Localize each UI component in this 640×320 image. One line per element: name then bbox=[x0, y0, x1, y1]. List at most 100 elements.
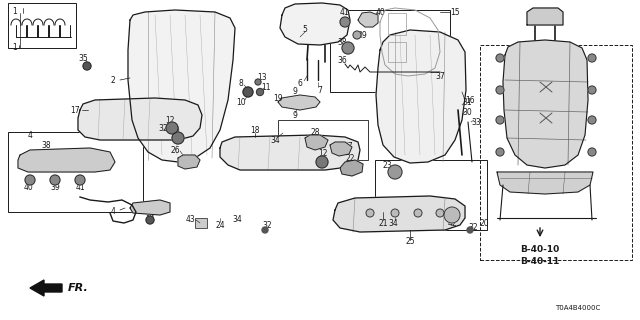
Text: 26: 26 bbox=[170, 146, 180, 155]
Circle shape bbox=[588, 54, 596, 62]
Text: FR.: FR. bbox=[68, 283, 89, 293]
Text: 15: 15 bbox=[450, 7, 460, 17]
Polygon shape bbox=[376, 30, 466, 163]
Text: 2: 2 bbox=[111, 76, 115, 84]
Text: 32: 32 bbox=[158, 124, 168, 132]
Circle shape bbox=[588, 148, 596, 156]
Text: 32: 32 bbox=[468, 222, 478, 231]
Text: 12: 12 bbox=[318, 148, 328, 157]
Circle shape bbox=[496, 54, 504, 62]
Text: 1: 1 bbox=[13, 43, 17, 52]
Circle shape bbox=[496, 86, 504, 94]
Text: 31: 31 bbox=[462, 98, 472, 107]
Polygon shape bbox=[333, 196, 465, 232]
Polygon shape bbox=[178, 155, 200, 169]
Text: 38: 38 bbox=[41, 140, 51, 149]
Bar bbox=[388, 13, 406, 35]
Text: 20: 20 bbox=[479, 219, 489, 228]
Text: 37: 37 bbox=[435, 71, 445, 81]
Polygon shape bbox=[280, 3, 350, 45]
Polygon shape bbox=[278, 95, 320, 110]
Circle shape bbox=[340, 17, 350, 27]
Text: 34: 34 bbox=[232, 215, 242, 225]
Circle shape bbox=[588, 116, 596, 124]
Text: 16: 16 bbox=[465, 95, 475, 105]
Circle shape bbox=[172, 132, 184, 144]
Text: 24: 24 bbox=[215, 220, 225, 229]
Text: 7: 7 bbox=[317, 85, 323, 94]
Circle shape bbox=[25, 175, 35, 185]
Text: 39: 39 bbox=[357, 30, 367, 39]
Text: 10: 10 bbox=[236, 98, 246, 107]
Text: 11: 11 bbox=[261, 83, 271, 92]
Text: 13: 13 bbox=[257, 73, 267, 82]
Text: 42: 42 bbox=[447, 219, 457, 228]
Text: 40: 40 bbox=[23, 182, 33, 191]
Text: 21: 21 bbox=[378, 219, 388, 228]
Bar bbox=[388, 42, 406, 62]
Circle shape bbox=[388, 165, 402, 179]
Text: 36: 36 bbox=[337, 55, 347, 65]
Polygon shape bbox=[527, 8, 563, 25]
Text: 17: 17 bbox=[70, 106, 80, 115]
Text: 29: 29 bbox=[170, 125, 180, 134]
Polygon shape bbox=[130, 200, 170, 215]
Polygon shape bbox=[78, 98, 202, 140]
Circle shape bbox=[342, 42, 354, 54]
Text: 38: 38 bbox=[337, 37, 347, 46]
Circle shape bbox=[243, 87, 253, 97]
Circle shape bbox=[75, 175, 85, 185]
Text: 19: 19 bbox=[273, 93, 283, 102]
Polygon shape bbox=[358, 12, 378, 27]
Bar bbox=[480, 45, 632, 260]
Text: 34: 34 bbox=[270, 135, 280, 145]
Bar bbox=[278, 120, 368, 160]
Circle shape bbox=[83, 62, 91, 70]
Text: 9: 9 bbox=[292, 86, 298, 95]
FancyArrow shape bbox=[30, 280, 62, 296]
Text: 22: 22 bbox=[345, 154, 355, 163]
Text: 32: 32 bbox=[143, 207, 153, 217]
Circle shape bbox=[588, 86, 596, 94]
Circle shape bbox=[50, 175, 60, 185]
Text: 1: 1 bbox=[13, 6, 17, 15]
Circle shape bbox=[496, 116, 504, 124]
Text: 32: 32 bbox=[262, 220, 272, 229]
Polygon shape bbox=[330, 142, 352, 156]
Text: B-40-11: B-40-11 bbox=[520, 258, 560, 267]
Circle shape bbox=[496, 148, 504, 156]
Text: B-40-10: B-40-10 bbox=[520, 245, 559, 254]
Circle shape bbox=[255, 79, 261, 85]
Bar bbox=[195, 218, 207, 228]
Polygon shape bbox=[128, 10, 235, 162]
Text: 43: 43 bbox=[185, 215, 195, 225]
Polygon shape bbox=[220, 135, 360, 170]
Text: 25: 25 bbox=[405, 237, 415, 246]
Text: T0A4B4000C: T0A4B4000C bbox=[555, 305, 600, 311]
Circle shape bbox=[353, 31, 361, 39]
Text: 40: 40 bbox=[375, 7, 385, 17]
Text: 34: 34 bbox=[388, 219, 398, 228]
Circle shape bbox=[262, 227, 268, 233]
Text: 4: 4 bbox=[111, 207, 115, 217]
Text: 41: 41 bbox=[75, 182, 85, 191]
Text: 41: 41 bbox=[339, 7, 349, 17]
Polygon shape bbox=[18, 148, 115, 172]
Polygon shape bbox=[340, 160, 363, 176]
Text: 33: 33 bbox=[471, 117, 481, 126]
Circle shape bbox=[316, 156, 328, 168]
Circle shape bbox=[467, 227, 473, 233]
Polygon shape bbox=[305, 135, 328, 150]
Text: 35: 35 bbox=[78, 53, 88, 62]
Circle shape bbox=[146, 216, 154, 224]
Polygon shape bbox=[497, 172, 593, 194]
Text: 23: 23 bbox=[382, 161, 392, 170]
Circle shape bbox=[391, 209, 399, 217]
Text: 14: 14 bbox=[145, 215, 155, 225]
Text: 39: 39 bbox=[50, 182, 60, 191]
Text: 18: 18 bbox=[250, 125, 260, 134]
Text: 5: 5 bbox=[303, 25, 307, 34]
Text: 30: 30 bbox=[462, 108, 472, 116]
Bar bbox=[8, 3, 76, 48]
Circle shape bbox=[366, 209, 374, 217]
